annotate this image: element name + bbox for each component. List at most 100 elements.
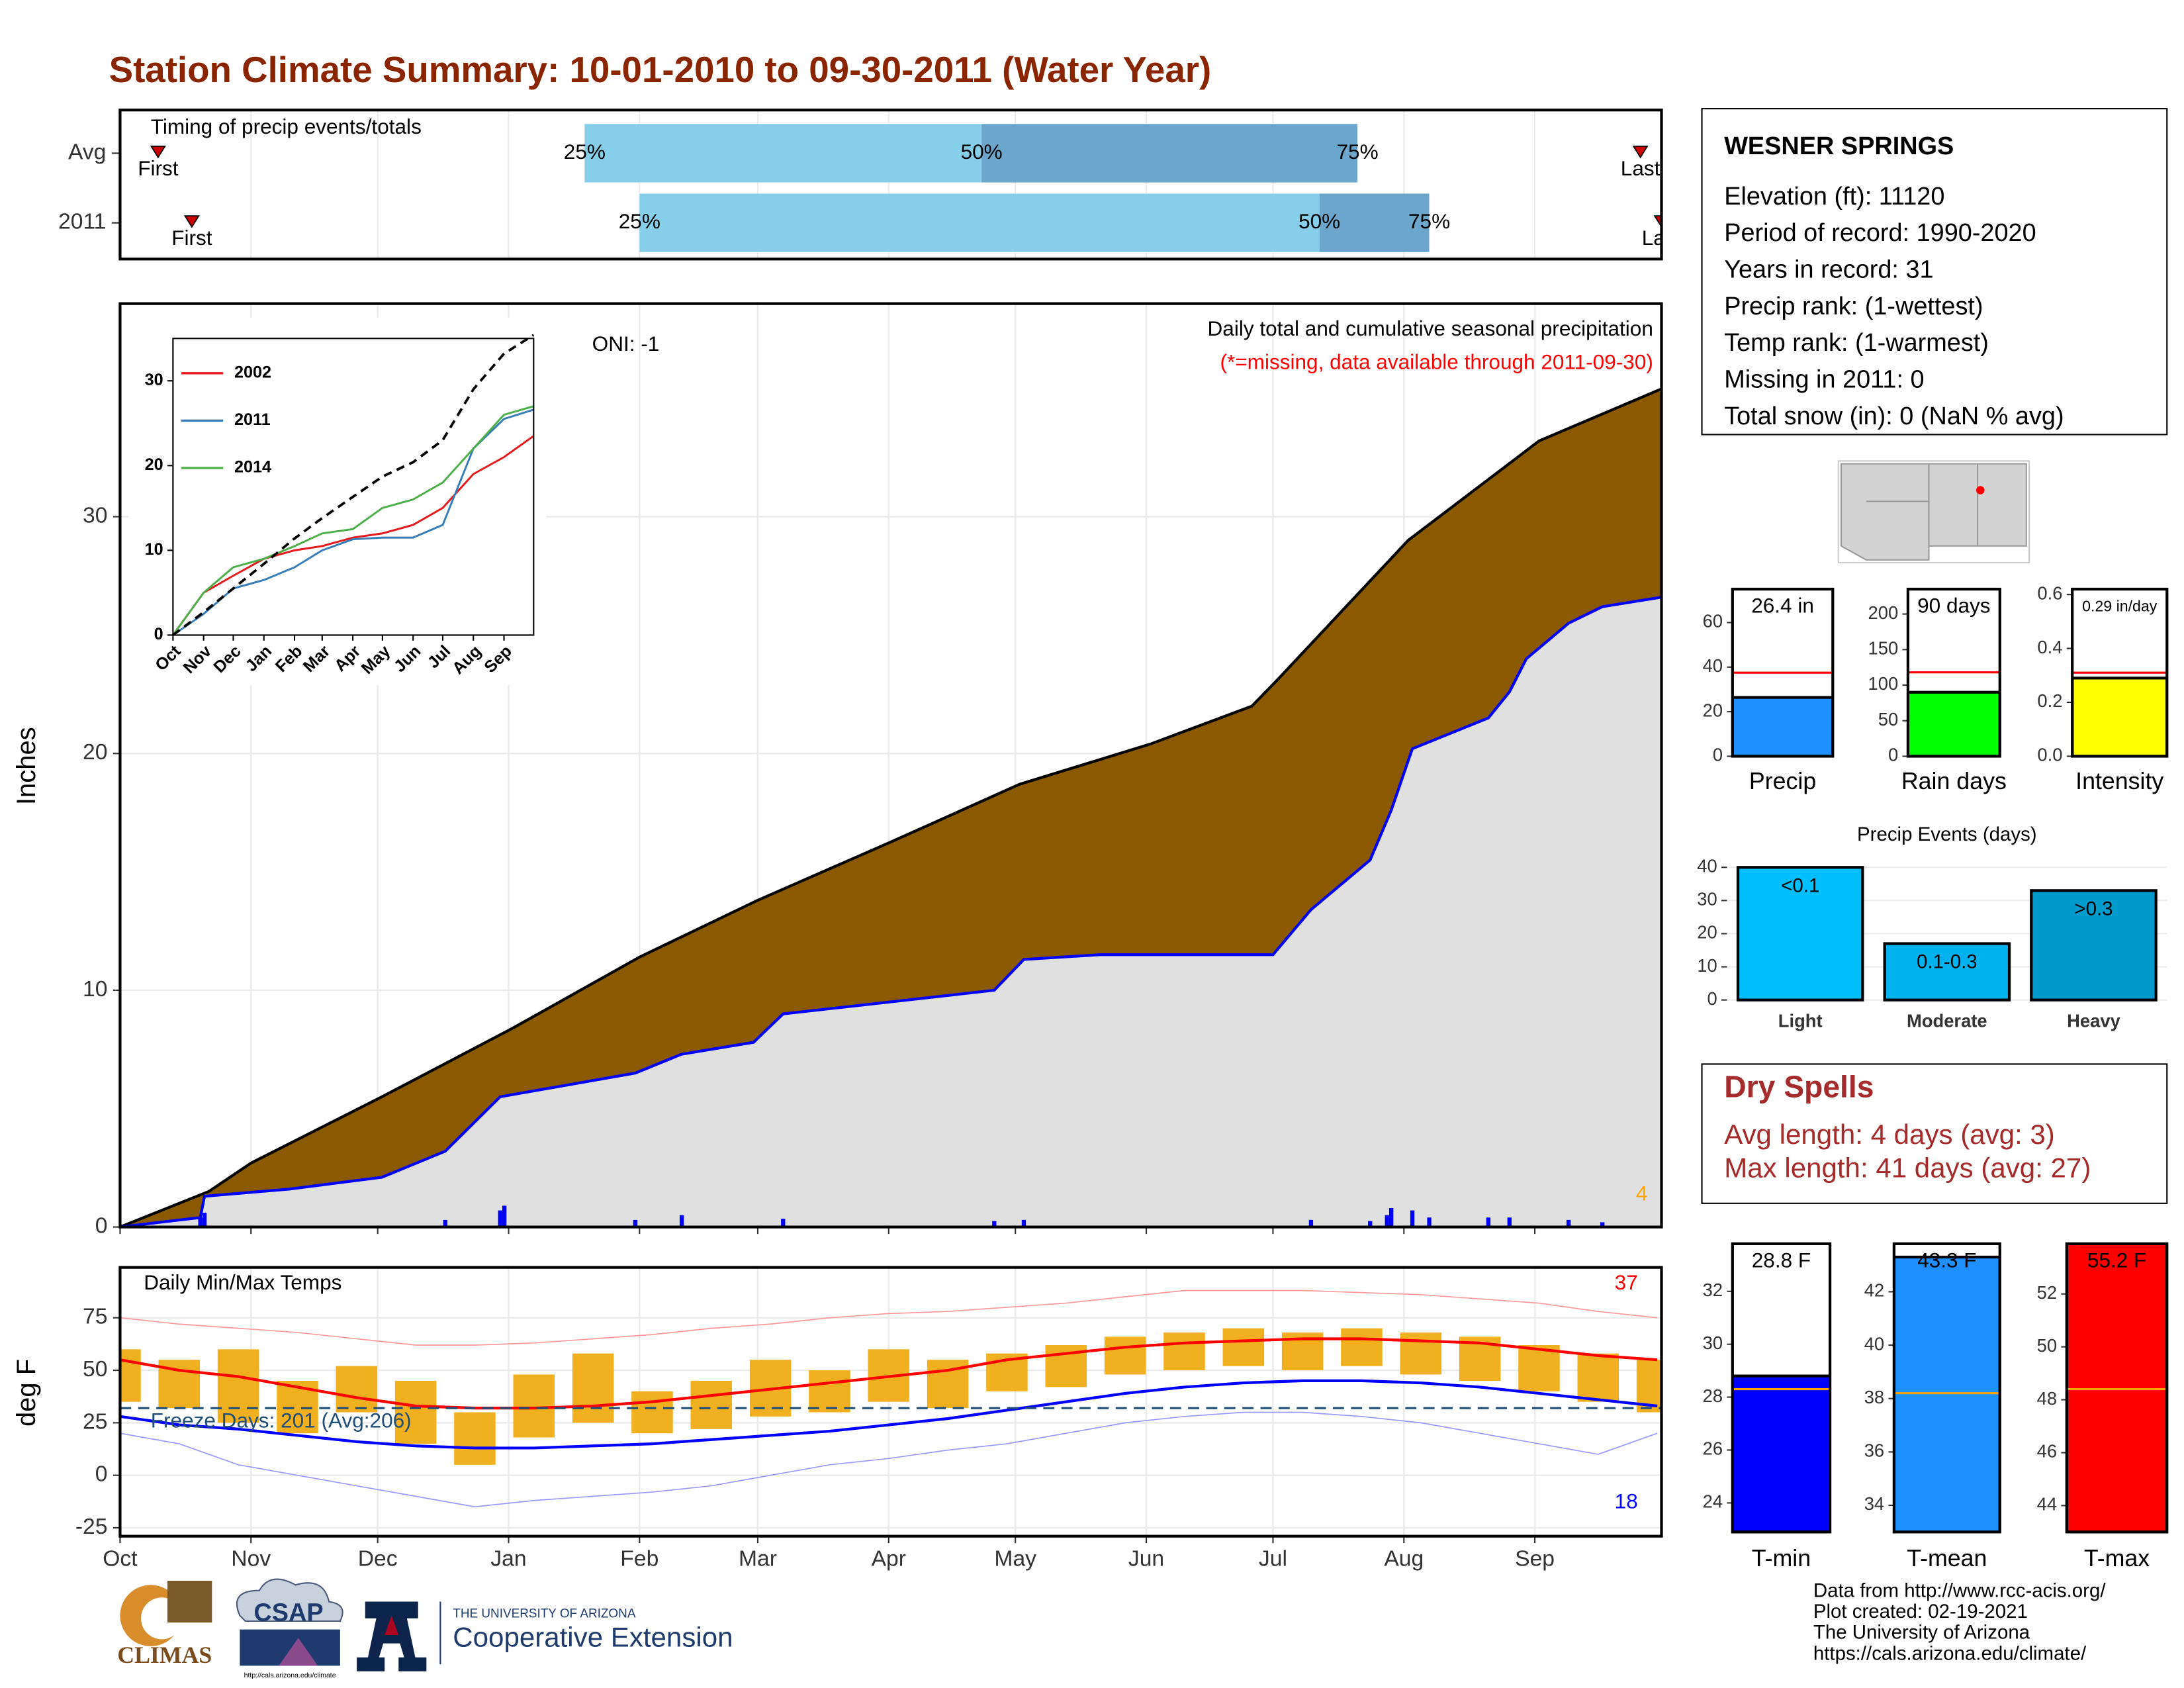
- y-axis-label: deg F: [12, 1359, 41, 1427]
- gauge-clip: [1732, 671, 1833, 757]
- bar-label: <0.1: [1781, 875, 1819, 897]
- cumulative-line: [120, 596, 1662, 1227]
- y-tick-label: 50: [2037, 1335, 2057, 1356]
- cumulative-area: [120, 597, 1662, 1227]
- dry-spells-line: Avg length: 4 days (avg: 3): [1724, 1119, 2055, 1150]
- annotation: ONI: -1: [592, 332, 660, 355]
- gauge-clip: [2066, 1243, 2167, 1532]
- y-tick-label: 36: [1864, 1440, 1884, 1461]
- daily-range-bar: [809, 1370, 850, 1413]
- gauge-label: Intensity: [2075, 768, 2163, 794]
- y-tick-label: 32: [1703, 1280, 1723, 1300]
- daily-precip-bar: [992, 1221, 997, 1227]
- daily-precip-bar: [202, 1213, 207, 1227]
- y-tick-label: 20: [145, 455, 163, 474]
- value-label: 43.3 F: [1917, 1248, 1976, 1272]
- gauge-border: [2065, 1242, 2169, 1534]
- y-tick-label: 34: [1864, 1493, 1884, 1514]
- timing-marker-label: First: [171, 226, 212, 250]
- annotation: 4: [1636, 1182, 1648, 1205]
- average-line: [120, 1379, 1658, 1450]
- legend-label: 2014: [234, 458, 271, 477]
- x-tick-label: May: [994, 1546, 1036, 1571]
- inset-line: [172, 435, 535, 636]
- y-tick-label: 46: [2037, 1441, 2057, 1462]
- y-tick-label: 10: [83, 977, 107, 1002]
- daily-range-bar: [336, 1366, 378, 1413]
- station-info-line: Years in record: 31: [1724, 256, 1933, 283]
- daily-precip-bar: [679, 1215, 684, 1227]
- y-tick-label: 38: [1864, 1387, 1884, 1407]
- value-label: 90 days: [1917, 594, 1991, 618]
- y-tick-label: 0.0: [2037, 745, 2062, 765]
- daily-range-bar: [1577, 1353, 1619, 1402]
- y-tick-label: 100: [1868, 673, 1899, 694]
- x-tick-label: Feb: [620, 1546, 659, 1571]
- y-tick-label: 48: [2037, 1388, 2057, 1409]
- daily-range-bar: [1341, 1328, 1383, 1366]
- x-tick-label: Sep: [1515, 1546, 1555, 1571]
- gauge-label: T-min: [1752, 1545, 1811, 1571]
- gauge-clip: [1907, 671, 2000, 757]
- timing-marker: [150, 146, 166, 159]
- gauge-bar: [1893, 1255, 2000, 1532]
- y-tick-label: 25: [83, 1409, 107, 1434]
- timing-marker: [1653, 215, 1662, 228]
- gauge-clip: [1732, 1374, 1831, 1532]
- y-tick-label: 75: [83, 1305, 107, 1329]
- daily-precip-bar: [1410, 1210, 1415, 1227]
- x-tick-label: Moderate: [1907, 1011, 1987, 1031]
- y-tick-label: 200: [1868, 602, 1899, 623]
- value-label: 0.29 in/day: [2082, 597, 2158, 614]
- timing-bar: [584, 124, 982, 183]
- gauge-bar: [2072, 677, 2167, 757]
- daily-range-bar: [572, 1353, 614, 1423]
- daily-range-bar: [394, 1380, 437, 1444]
- quartile-label: 75%: [1337, 140, 1379, 164]
- daily-range-bar: [690, 1380, 733, 1429]
- timing-bar: [981, 124, 1358, 183]
- plot-clip: [120, 1289, 1662, 1508]
- freeze-label: Freeze Days: 201 (Avg:206): [151, 1409, 412, 1432]
- daily-precip-bar: [1368, 1221, 1373, 1227]
- page-title: Station Climate Summary: 10-01-2010 to 0…: [109, 49, 1212, 90]
- daily-range-bar: [120, 1349, 141, 1402]
- station-info-line: Missing in 2011: 0: [1724, 365, 1924, 393]
- y-tick-label: 40: [1697, 855, 1717, 876]
- panel-border: [118, 302, 1663, 1229]
- timing-marker-label: Last: [1642, 226, 1682, 250]
- y-tick-label: -25: [75, 1515, 108, 1539]
- y-tick-label: 42: [1864, 1280, 1884, 1301]
- y-tick-label: 30: [145, 371, 163, 389]
- gauge-border: [1892, 1242, 2001, 1534]
- daily-precip-bar: [1507, 1217, 1512, 1227]
- info-box: [1701, 108, 2168, 436]
- panel-border: [118, 1266, 1663, 1538]
- gauge-border: [1906, 587, 2001, 758]
- quartile-label: 50%: [961, 140, 1003, 164]
- y-tick-label: 10: [1697, 955, 1717, 976]
- record-line: [120, 1289, 1658, 1346]
- y-tick-label: 44: [2037, 1494, 2057, 1515]
- y-axis-label: Inches: [12, 727, 41, 805]
- daily-precip-bar: [502, 1205, 507, 1227]
- x-tick-label: Dec: [358, 1546, 398, 1571]
- row-label: Avg: [68, 140, 106, 164]
- y-tick-label: 24: [1703, 1491, 1723, 1512]
- y-tick-label: 30: [83, 503, 107, 528]
- station-info-line: Elevation (ft): 11120: [1724, 183, 1944, 211]
- daily-precip-bar: [1427, 1217, 1432, 1227]
- y-tick-label: 30: [1703, 1333, 1723, 1353]
- station-info-line: Precip rank: (1-wettest): [1724, 293, 1983, 320]
- quartile-label: 25%: [564, 140, 606, 164]
- daily-precip-bar: [1566, 1219, 1571, 1227]
- y-tick-label: 0.6: [2037, 583, 2062, 603]
- events-title: Precip Events (days): [1857, 823, 2037, 845]
- x-tick-label: Oct: [103, 1546, 138, 1571]
- y-tick-label: 40: [1703, 655, 1723, 676]
- gauge-bar: [1732, 1374, 1831, 1532]
- daily-precip-bar: [1600, 1222, 1605, 1227]
- daily-precip-bar: [1021, 1219, 1026, 1227]
- timing-clip: 25% 50% 75% First Last 25% 50% 75% First Last: [138, 124, 1682, 252]
- x-tick-label: Aug: [1384, 1546, 1424, 1571]
